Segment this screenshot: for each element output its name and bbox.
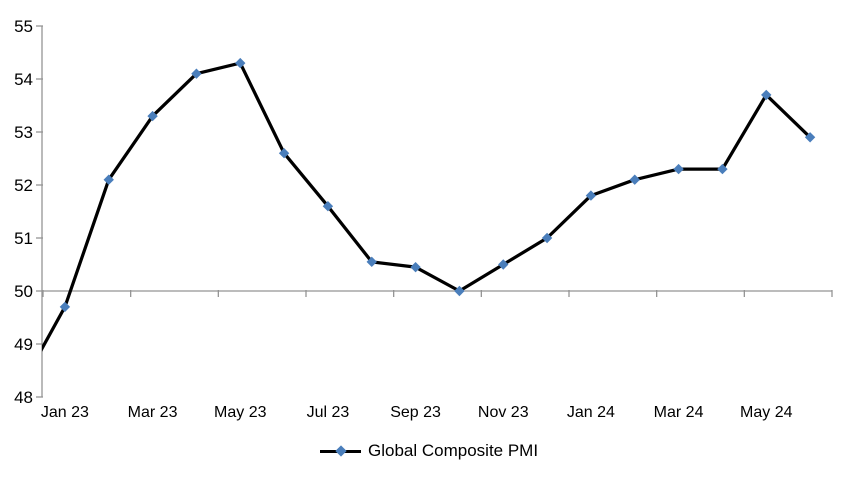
y-axis-tick-label: 50 (14, 282, 33, 301)
x-axis-tick-label: May 24 (740, 404, 793, 421)
legend: Global Composite PMI (320, 441, 538, 461)
x-axis-tick-label: Jan 23 (41, 404, 89, 421)
data-point-marker (191, 68, 202, 79)
data-point-marker (59, 301, 71, 313)
data-point-marker (366, 256, 377, 268)
x-axis-tick-label: Jan 24 (567, 404, 615, 421)
series-line (42, 61, 812, 352)
y-axis-tick-label: 49 (14, 335, 33, 354)
data-point-marker (761, 89, 772, 101)
x-axis-tick-label: Nov 23 (478, 404, 529, 421)
y-axis-tick-label: 54 (14, 70, 33, 89)
x-axis-tick-label: Mar 24 (654, 404, 704, 421)
y-axis-tick-label: 51 (14, 229, 33, 248)
data-point-marker (322, 201, 334, 212)
data-point-marker (673, 163, 684, 175)
data-point-marker (410, 261, 421, 273)
series-global-composite-pmi (42, 57, 816, 352)
data-point-marker (278, 148, 290, 159)
legend-label: Global Composite PMI (368, 441, 539, 460)
legend-series-marker-icon (320, 443, 361, 459)
data-point-marker (235, 57, 246, 69)
data-point-marker (804, 132, 816, 143)
x-axis-tick-label: Sep 23 (390, 404, 441, 421)
data-point-marker (585, 190, 597, 201)
y-axis-tick-label: 53 (14, 123, 33, 142)
data-point-marker (454, 285, 465, 297)
legend-diamond-icon (334, 445, 347, 457)
y-axis-tick-label: 48 (14, 388, 33, 407)
data-point-marker (541, 232, 553, 244)
data-point-marker (103, 174, 114, 185)
x-axis-tick-label: Jul 23 (307, 404, 350, 421)
x-axis-tick-label: Mar 23 (128, 404, 178, 421)
data-point-marker (717, 163, 728, 175)
x-axis-tick-label: May 23 (214, 404, 267, 421)
data-point-marker (498, 259, 509, 270)
data-point-marker (629, 174, 640, 185)
y-axis-tick-label: 52 (14, 176, 33, 195)
data-point-marker (147, 110, 158, 122)
y-axis-tick-label: 55 (14, 17, 33, 36)
